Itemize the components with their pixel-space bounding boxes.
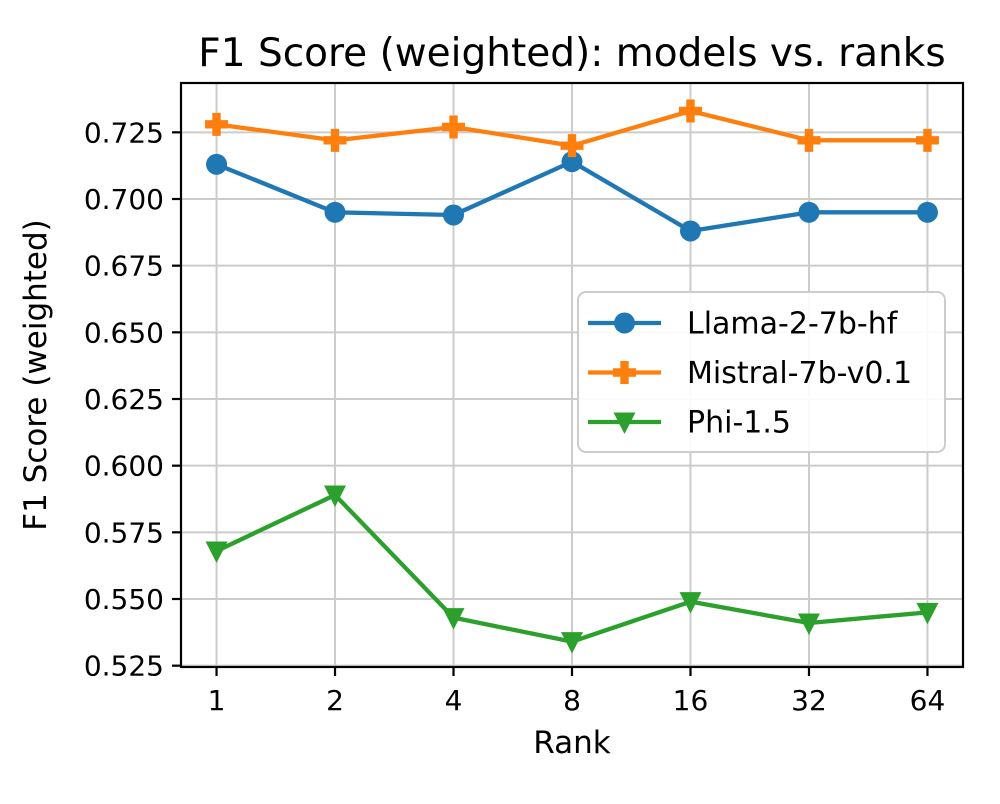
phi-1-5-point-4: [442, 608, 465, 630]
llama-2-7b-hf-point-1: [206, 153, 228, 175]
legend-label: Phi-1.5: [687, 406, 791, 441]
y-tick-label: 0.725: [84, 116, 164, 149]
legend-item-llama-2-7b-hf: Llama-2-7b-hf: [588, 307, 899, 342]
x-tick-label: 64: [910, 684, 946, 717]
y-tick-label: 0.600: [84, 450, 164, 483]
data-series: [205, 99, 939, 654]
triangle-down-marker: [613, 412, 636, 434]
x-tick-label: 2: [326, 684, 344, 717]
llama-2-7b-hf-point-4: [443, 204, 465, 226]
legend: Llama-2-7b-hf Mistral-7b-v0.1 Phi-1.5: [577, 291, 946, 453]
x-tick-label: 4: [445, 684, 463, 717]
mistral-7b-v0-1-point-16: [678, 99, 702, 123]
x-tick-label: 16: [673, 684, 709, 717]
phi-1-5-point-64: [916, 602, 939, 625]
legend-item-mistral-7b-v0-1: Mistral-7b-v0.1: [588, 356, 912, 391]
phi-1-5-point-1: [205, 541, 228, 563]
plus-marker: [613, 361, 636, 384]
x-tick-label: 1: [208, 684, 226, 717]
y-tick-label: 0.525: [84, 650, 164, 683]
y-tick-label: 0.575: [84, 516, 164, 549]
legend-label: Mistral-7b-v0.1: [687, 356, 912, 391]
mistral-7b-v0-1-point-32: [797, 128, 821, 152]
x-tick-label: 32: [791, 684, 827, 717]
x-axis-label: Rank: [533, 725, 611, 761]
series-llama-2-7b-hf: [206, 151, 938, 242]
mistral-7b-v0-1-point-64: [915, 128, 939, 152]
y-tick-label: 0.625: [84, 383, 164, 416]
y-tick-label: 0.700: [84, 183, 164, 216]
phi-1-5-point-2: [324, 485, 347, 507]
llama-2-7b-hf-point-8: [561, 151, 583, 173]
legend-label: Llama-2-7b-hf: [687, 307, 899, 342]
llama-2-7b-hf-point-32: [798, 201, 820, 223]
y-tick-label: 0.650: [84, 316, 164, 349]
mistral-7b-v0-1-point-1: [205, 112, 229, 136]
y-axis-label: F1 Score (weighted): [18, 219, 54, 531]
legend-box: [577, 291, 946, 453]
series-phi-1-5: [205, 485, 939, 654]
phi-1-5-point-32: [797, 613, 820, 635]
phi-1-5-point-16: [679, 592, 702, 614]
series-mistral-7b-v0-1: [205, 99, 939, 158]
llama-2-7b-hf-point-2: [324, 201, 346, 223]
mistral-7b-v0-1-point-2: [323, 128, 347, 152]
llama-2-7b-hf-point-64: [916, 201, 938, 223]
phi-1-5-point-8: [561, 632, 583, 654]
llama-2-7b-hf-point-16: [679, 220, 701, 242]
axes: 0.525 0.550 0.575 0.600 0.625 0.650 0.675 0.700…: [84, 81, 965, 717]
legend-item-phi-1-5: Phi-1.5: [588, 406, 791, 441]
mistral-7b-v0-1-point-4: [442, 115, 466, 139]
circle-marker: [614, 312, 635, 334]
mistral-7b-v0-1-point-8: [560, 134, 584, 158]
x-tick-label: 8: [563, 684, 581, 717]
y-tick-label: 0.550: [84, 583, 164, 616]
chart-title: F1 Score (weighted): models vs. ranks: [198, 31, 945, 76]
y-tick-label: 0.675: [84, 250, 164, 283]
